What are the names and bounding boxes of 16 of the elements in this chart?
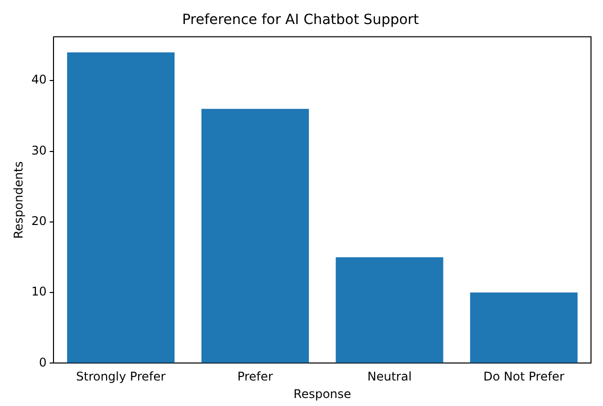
y-tick-label: 40 (31, 72, 47, 87)
chart-title: Preference for AI Chatbot Support (182, 12, 420, 28)
y-tick-label: 20 (31, 214, 47, 228)
bar (201, 108, 309, 363)
x-tick-label: Strongly Prefer (76, 370, 166, 384)
x-tick-label: Neutral (367, 370, 412, 384)
x-tick-label: Prefer (237, 370, 274, 384)
bar (67, 52, 175, 363)
x-axis-title: Response (294, 386, 352, 401)
y-tick-label: 30 (31, 143, 47, 158)
bar (336, 257, 444, 363)
x-tick-label: Do Not Prefer (483, 370, 564, 384)
bar (470, 292, 578, 363)
y-axis-title: Respondents (11, 161, 26, 239)
y-tick-label: 10 (31, 284, 47, 299)
y-tick-label: 0 (39, 355, 47, 370)
